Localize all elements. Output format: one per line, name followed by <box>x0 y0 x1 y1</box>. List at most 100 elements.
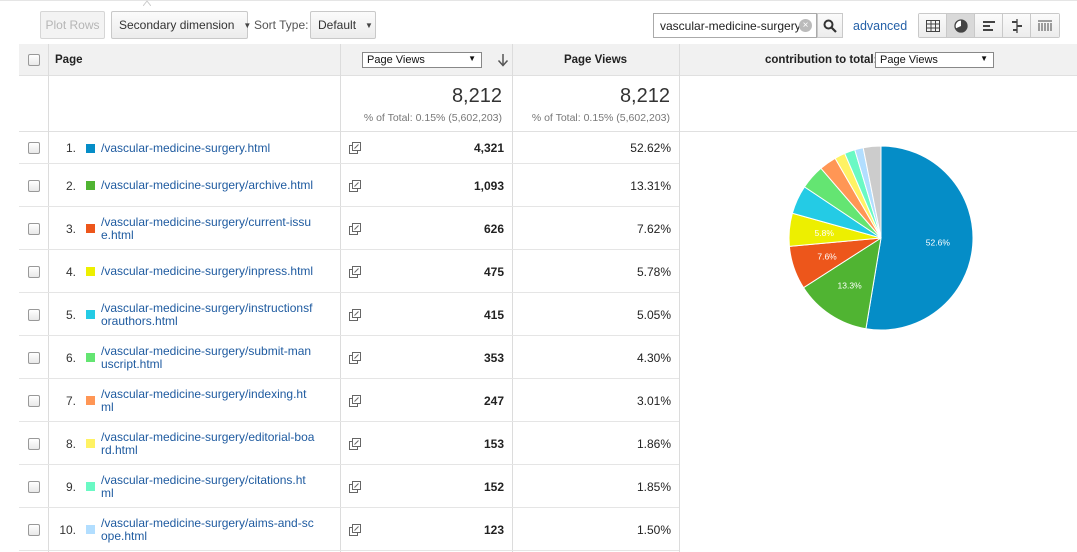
advanced-link[interactable]: advanced <box>853 19 908 33</box>
metric-value-cell: 626 <box>340 207 512 250</box>
pie-slice[interactable] <box>802 236 882 330</box>
external-link-icon[interactable] <box>349 437 361 450</box>
comparison-view-button[interactable] <box>1003 14 1031 37</box>
page-link[interactable]: /vascular-medicine-surgery.html <box>101 140 271 155</box>
column-divider <box>512 44 513 552</box>
external-link-icon[interactable] <box>349 480 361 493</box>
row-checkbox-cell <box>19 164 48 207</box>
row-checkbox[interactable] <box>27 351 40 364</box>
table-row[interactable]: 2. /vascular-medicine-surgery/archive.ht… <box>19 164 679 207</box>
pageviews-percent: 1.85% <box>636 479 671 494</box>
metric-value-cell: 475 <box>340 250 512 293</box>
performance-view-button[interactable] <box>975 14 1003 37</box>
table-row[interactable]: 4. /vascular-medicine-surgery/inpress.ht… <box>19 250 679 293</box>
pivot-view-button[interactable] <box>1031 14 1059 37</box>
page-link[interactable]: /vascular-medicine-surgery/archive.html <box>101 178 314 192</box>
search-button[interactable] <box>817 13 843 38</box>
contribution-select[interactable]: Page Views ▼ <box>875 52 994 68</box>
page-link[interactable]: /vascular-medicine-surgery/editorial-boa… <box>101 429 315 457</box>
row-checkbox[interactable] <box>27 437 40 450</box>
pie-slice[interactable] <box>862 145 882 239</box>
row-checkbox[interactable] <box>27 222 40 235</box>
row-checkbox[interactable] <box>27 480 40 493</box>
metric-select[interactable]: Page Views ▼ <box>362 52 482 68</box>
row-checkbox[interactable] <box>27 523 40 536</box>
pageviews-percent: 7.62% <box>636 221 671 236</box>
series-color-swatch <box>86 439 95 448</box>
contribution-select-value: Page Views <box>880 54 938 66</box>
external-link-icon[interactable] <box>349 179 361 192</box>
percent-value-cell: 1.85% <box>512 465 679 508</box>
table-row[interactable]: 3. /vascular-medicine-surgery/current-is… <box>19 207 679 250</box>
pageviews-value: 4,321 <box>473 141 504 155</box>
row-checkbox[interactable] <box>27 265 40 278</box>
comparison-icon <box>1011 18 1022 33</box>
table-row[interactable]: 9. /vascular-medicine-surgery/citations.… <box>19 465 679 508</box>
pageviews-percent: 52.62% <box>630 141 671 155</box>
pageviews-column-header[interactable]: Page Views <box>512 44 679 76</box>
table-row[interactable]: 5. /vascular-medicine-surgery/instructio… <box>19 293 679 336</box>
row-number: 2. <box>65 178 76 193</box>
row-checkbox[interactable] <box>27 308 40 321</box>
external-link-icon[interactable] <box>349 142 361 154</box>
view-toggle-group <box>918 13 1060 38</box>
clear-icon[interactable]: × <box>799 19 812 32</box>
page-header-label: Page <box>55 53 83 66</box>
table-row[interactable]: 7. /vascular-medicine-surgery/indexing.h… <box>19 379 679 422</box>
pageviews-value: 123 <box>483 522 504 537</box>
external-link-icon[interactable] <box>349 265 361 278</box>
table-row[interactable]: 10. /vascular-medicine-surgery/aims-and-… <box>19 508 679 551</box>
metric-value-cell: 4,321 <box>340 132 512 164</box>
page-cell: 5. /vascular-medicine-surgery/instructio… <box>48 293 361 336</box>
search-icon <box>823 19 837 33</box>
percent-value-cell: 1.50% <box>512 508 679 551</box>
page-link[interactable]: /vascular-medicine-surgery/indexing.html <box>101 386 307 414</box>
grid-icon <box>925 19 940 32</box>
row-checkbox[interactable] <box>27 179 40 192</box>
total-pageviews-percent: % of Total: 0.15% (5,602,203) <box>363 112 502 124</box>
page-cell: 9. /vascular-medicine-surgery/citations.… <box>48 465 361 508</box>
row-checkbox-cell <box>19 336 48 379</box>
table-row[interactable]: 8. /vascular-medicine-surgery/editorial-… <box>19 422 679 465</box>
secondary-dimension-dropdown[interactable]: Secondary dimension ▼ <box>111 11 251 39</box>
sort-descending-icon[interactable] <box>497 53 509 67</box>
external-link-icon[interactable] <box>349 523 361 536</box>
external-link-icon[interactable] <box>349 308 361 321</box>
external-link-icon[interactable] <box>349 222 361 235</box>
table-toolbar: Plot Rows Secondary dimension ▼ Sort Typ… <box>0 8 1077 44</box>
page-link[interactable]: /vascular-medicine-surgery/citations.htm… <box>101 472 306 500</box>
totals-metric-cell: 8,212 % of Total: 0.15% (5,602,203) <box>340 76 512 132</box>
metric-value-cell: 152 <box>340 465 512 508</box>
row-number: 9. <box>65 479 76 494</box>
page-column-header[interactable]: Page <box>48 44 340 76</box>
page-link[interactable]: /vascular-medicine-surgery/instructionsf… <box>101 300 313 328</box>
page-link[interactable]: /vascular-medicine-surgery/current-issue… <box>101 214 312 242</box>
sort-type-dropdown[interactable]: Default ▼ <box>310 11 376 39</box>
series-color-swatch <box>86 482 95 491</box>
secondary-dimension-label: Secondary dimension <box>119 18 235 32</box>
pie-slice[interactable] <box>865 145 974 331</box>
table-view-button[interactable] <box>919 14 947 37</box>
row-checkbox[interactable] <box>27 394 40 407</box>
contribution-column-header: contribution to total: Page Views ▼ <box>679 44 1077 76</box>
select-all-checkbox[interactable] <box>27 53 40 66</box>
top-divider <box>0 0 1077 8</box>
external-link-icon[interactable] <box>349 351 361 364</box>
metric-value-cell: 153 <box>340 422 512 465</box>
external-link-icon[interactable] <box>349 394 361 407</box>
row-checkbox-cell <box>19 207 48 250</box>
page-link[interactable]: /vascular-medicine-surgery/aims-and-scop… <box>101 515 314 543</box>
page-link[interactable]: /vascular-medicine-surgery/submit-manusc… <box>101 343 312 371</box>
page-link[interactable]: /vascular-medicine-surgery/inpress.html <box>101 264 314 278</box>
row-number: 6. <box>65 350 76 365</box>
totals-pageviews-cell: 8,212 % of Total: 0.15% (5,602,203) <box>512 76 679 132</box>
pie-view-button[interactable] <box>947 14 975 37</box>
table-row[interactable]: 6. /vascular-medicine-surgery/submit-man… <box>19 336 679 379</box>
percent-value-cell: 1.86% <box>512 422 679 465</box>
pageviews-value: 247 <box>483 393 504 408</box>
plot-rows-button[interactable]: Plot Rows <box>40 11 105 39</box>
row-checkbox[interactable] <box>27 142 40 154</box>
pie-slice-label: 52.6% <box>926 238 951 248</box>
table-row[interactable]: 1. /vascular-medicine-surgery.html 4,321… <box>19 132 679 164</box>
search-input[interactable]: vascular-medicine-surgery × <box>653 13 817 38</box>
